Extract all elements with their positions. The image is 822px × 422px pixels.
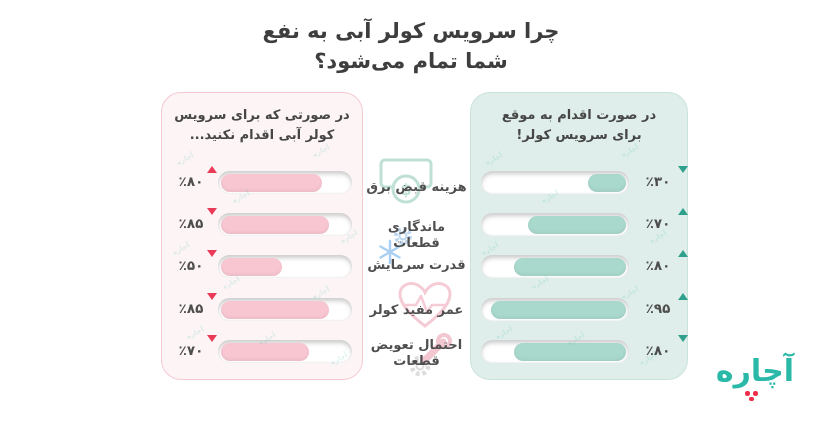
trend-arrow-icon (207, 335, 217, 342)
bar-fill (513, 342, 626, 361)
stat-row: ٪۳۰ (471, 166, 688, 195)
percent-label: ٪۹۵ (633, 293, 688, 317)
bar-track (481, 255, 629, 278)
heart-pulse-icon (398, 281, 452, 328)
percent-value: ٪۷۰ (645, 216, 671, 232)
panel-no-service: در صورتی که برای سرویس کولر آبی اقدام نک… (161, 92, 363, 380)
panel-no-service-header: در صورتی که برای سرویس کولر آبی اقدام نک… (174, 108, 350, 144)
bar-track (481, 298, 629, 321)
bar-fill (491, 300, 626, 319)
stat-row: ٪۸۰ (471, 250, 688, 279)
bar-fill (513, 257, 626, 276)
percent-value: ٪۸۰ (645, 258, 671, 274)
panel-on-time-service-header: در صورت اقدام به موقع برای سرویس کولر! (501, 108, 657, 144)
stat-row: ٪۹۵ (471, 293, 688, 322)
bar-track (218, 255, 352, 278)
percent-label: ٪۸۵ (170, 293, 217, 317)
logo-dots-icon (745, 391, 759, 402)
percent-value: ٪۸۵ (178, 301, 204, 317)
watermark-logo-text: آچاره (185, 325, 206, 341)
percent-label: ٪۸۰ (633, 250, 688, 274)
trend-arrow-icon (678, 335, 688, 342)
snowflake-icon (379, 239, 401, 265)
bar-fill (221, 342, 309, 361)
percent-label: ٪۵۰ (170, 250, 217, 274)
bar-track (218, 213, 352, 236)
category-label: عمر مفید کولر (369, 303, 464, 318)
percent-value: ٪۷۰ (178, 343, 204, 359)
percent-value: ٪۸۰ (645, 343, 671, 359)
watermark-logo-text: آچاره (175, 151, 196, 167)
gear-icon (394, 227, 412, 245)
percent-value: ٪۸۰ (178, 174, 204, 190)
trend-arrow-icon (678, 166, 688, 173)
bar-track (481, 171, 629, 194)
watermark-logo-text: آچاره (484, 151, 505, 167)
bar-track (218, 298, 352, 321)
bar-track (218, 340, 352, 363)
category-label: ماندگاری قطعات (387, 220, 446, 251)
stat-row: ٪۸۵ (162, 293, 362, 322)
stat-row: ٪۵۰ (162, 250, 362, 279)
bar-fill (587, 173, 626, 192)
bar-fill (221, 257, 282, 276)
percent-value: ٪۵۰ (178, 258, 204, 274)
stat-row: ٪۸۰ (471, 335, 688, 364)
logo-text: آچاره (715, 354, 795, 389)
stat-row: ٪۸۵ (162, 208, 362, 237)
stat-row: ٪۷۰ (471, 208, 688, 237)
category-label: هزینه قبض برق (366, 180, 467, 195)
panel-on-time-service: در صورت اقدام به موقع برای سرویس کولر! ٪… (470, 92, 688, 380)
stat-row: ٪۷۰ (162, 335, 362, 364)
percent-label: ٪۳۰ (633, 166, 688, 190)
bar-fill (221, 300, 329, 319)
trend-arrow-icon (207, 208, 217, 215)
bar-fill (221, 173, 323, 192)
svg-text:$: $ (400, 180, 411, 199)
page-title: چرا سرویس کولر آبی به نفع شما تمام می‌شو… (262, 19, 560, 74)
bar-fill (528, 215, 626, 234)
stat-row: ٪۸۰ (162, 166, 362, 195)
wrench-gear-icon (409, 333, 452, 377)
percent-value: ٪۹۵ (645, 301, 671, 317)
bar-fill (221, 215, 329, 234)
bar-track (218, 171, 352, 194)
percent-label: ٪۷۰ (633, 208, 688, 232)
trend-arrow-icon (678, 250, 688, 257)
category-label: قدرت سرمایش (367, 258, 466, 273)
percent-label: ٪۸۰ (633, 335, 688, 359)
category-label: احتمال تعویض قطعات (370, 338, 463, 369)
percent-value: ٪۸۵ (178, 216, 204, 232)
bar-track (481, 213, 629, 236)
percent-label: ٪۸۵ (170, 208, 217, 232)
trend-arrow-icon (207, 293, 217, 300)
money-banknote-icon: $ (379, 158, 433, 204)
trend-arrow-icon (678, 208, 688, 215)
trend-arrow-icon (207, 166, 217, 173)
trend-arrow-icon (678, 293, 688, 300)
achareh-logo: آچاره (698, 354, 812, 401)
watermark-logo-text: آچاره (494, 325, 515, 341)
bar-track (481, 340, 629, 363)
percent-value: ٪۳۰ (645, 174, 671, 190)
percent-label: ٪۸۰ (170, 166, 217, 190)
trend-arrow-icon (207, 250, 217, 257)
percent-label: ٪۷۰ (170, 335, 217, 359)
